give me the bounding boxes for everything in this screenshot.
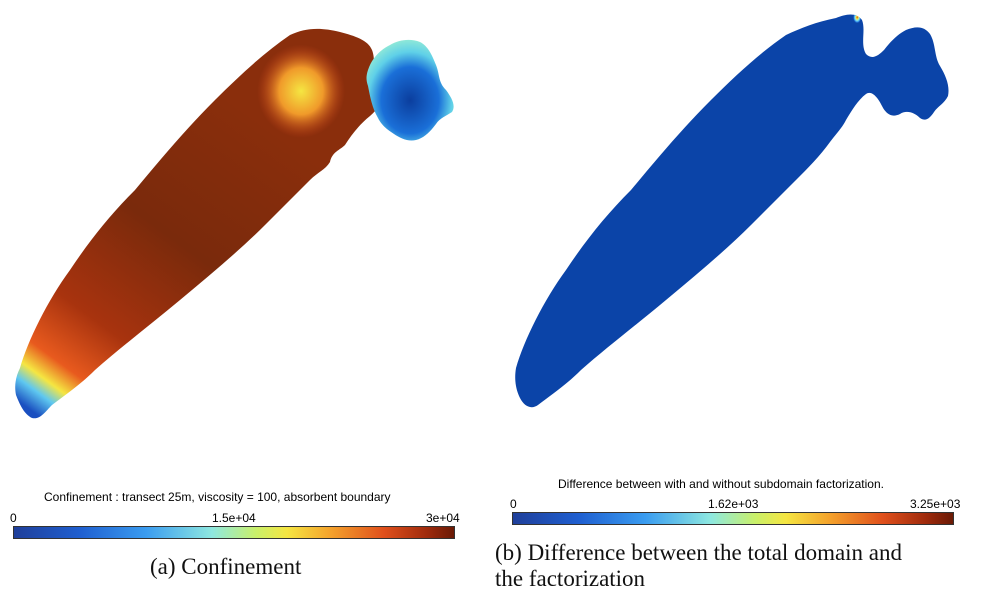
figure-panel-b: Difference between with and without subd… xyxy=(490,0,981,591)
colorbar-tick-max-a: 3e+04 xyxy=(426,511,460,525)
colorbar-tick-min-a: 0 xyxy=(10,511,17,525)
caption-a: (a) Confinement xyxy=(150,554,302,579)
confinement-map xyxy=(15,28,454,419)
colorbar-tick-max-b: 3.25e+03 xyxy=(910,497,961,511)
colorbar-a xyxy=(13,526,455,539)
colorbar-title-b: Difference between with and without subd… xyxy=(558,477,884,491)
figure-panel-a: Confinement : transect 25m, viscosity = … xyxy=(0,0,480,589)
caption-b-line1: (b) Difference between the total domain … xyxy=(495,540,903,565)
colorbar-b xyxy=(512,512,954,525)
colorbar-title-a: Confinement : transect 25m, viscosity = … xyxy=(44,490,391,504)
lake-shape-b xyxy=(515,14,949,408)
colorbar-tick-min-b: 0 xyxy=(510,497,517,511)
difference-map xyxy=(515,14,949,408)
bay-shape-a xyxy=(366,39,454,141)
colorbar-tick-mid-b: 1.62e+03 xyxy=(708,497,759,511)
caption-b-line2: the factorization xyxy=(495,566,646,591)
colorbar-tick-mid-a: 1.5e+04 xyxy=(212,511,256,525)
